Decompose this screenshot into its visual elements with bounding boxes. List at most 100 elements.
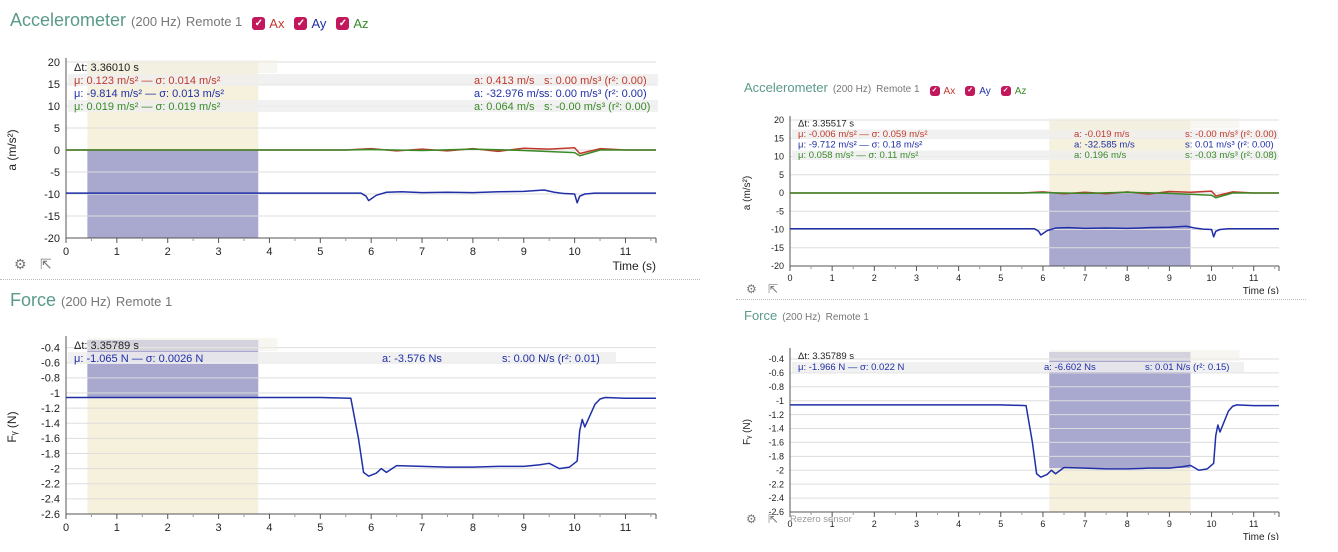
y-tick-label: 10: [48, 101, 60, 113]
check-icon: ✓: [965, 86, 976, 96]
y-tick-label: -2.4: [41, 494, 60, 506]
left-accel-sample-rate: (200 Hz): [131, 14, 181, 29]
left-panel: Accelerometer (200 Hz) Remote 1 ✓ Ax ✓ Ay ✓ Az 20…: [0, 10, 700, 534]
x-tick-label: 3: [216, 522, 222, 534]
stat-area: a: 0.196 m/s: [1074, 150, 1127, 161]
gear-icon[interactable]: ⚙: [746, 512, 757, 526]
delta-t-readout: Δt: 3.35517 s: [798, 119, 854, 130]
delta-t-readout: Δt: 3.36010 s: [74, 62, 139, 74]
external-link-icon[interactable]: ⇱: [768, 282, 779, 296]
x-tick-label: 7: [1083, 273, 1088, 283]
x-tick-label: 10: [1207, 519, 1217, 529]
y-tick-label: 15: [774, 133, 784, 143]
right-force-sensor-title: Force: [744, 308, 778, 323]
x-tick-label: 7: [1083, 519, 1088, 529]
left-accel-sensor-header: Accelerometer (200 Hz) Remote 1 ✓ Ax ✓ Ay ✓ Az: [10, 10, 369, 31]
x-tick-label: 6: [1040, 273, 1045, 283]
check-icon: ✓: [336, 17, 350, 30]
x-tick-label: 11: [1249, 273, 1258, 283]
x-tick-label: 8: [470, 522, 476, 534]
stat-slope: s: 0.01 m/s³ (r²: 0.00): [1185, 140, 1274, 151]
x-tick-label: 4: [956, 273, 961, 283]
check-icon: ✓: [1000, 86, 1011, 96]
right-accel-checkbox-ax[interactable]: ✓ Ax: [929, 85, 956, 97]
x-tick-label: 2: [165, 522, 171, 534]
stat-slope: s: -0.00 m/s³ (r²: 0.00): [544, 101, 650, 113]
selection-band-lower[interactable]: [87, 397, 259, 514]
left-accel-checkbox-label: Az: [353, 16, 369, 31]
y-tick-label: -2.6: [41, 509, 60, 521]
right-force-remote-label: Remote 1: [825, 312, 869, 323]
right-accel-checkbox-az[interactable]: ✓ Az: [1000, 86, 1026, 97]
stat-area: a: -6.602 Ns: [1044, 362, 1096, 373]
stat-mean-sigma: μ: -0.006 m/s² — σ: 0.059 m/s²: [798, 129, 928, 140]
left-accel-checkbox-ax[interactable]: ✓ Ax: [252, 16, 284, 31]
x-tick-label: 11: [620, 522, 631, 534]
y-axis-label: a (m/s²): [742, 176, 753, 210]
rezero-sensor-button[interactable]: Rezero sensor: [790, 514, 852, 525]
x-tick-label: 1: [830, 519, 835, 529]
right-accel-checkbox-label: Ax: [943, 85, 956, 97]
x-tick-label: 9: [1167, 519, 1172, 529]
y-tick-label: -20: [771, 261, 784, 271]
x-tick-label: 0: [787, 273, 792, 283]
y-tick-label: -15: [771, 243, 784, 253]
stat-area: a: -32.585 m/s: [1074, 140, 1135, 151]
series-line-az: [66, 148, 656, 157]
x-tick-label: 9: [521, 522, 527, 534]
series-line-ay: [66, 189, 656, 204]
x-tick-label: 1: [114, 246, 120, 258]
x-tick-label: 10: [568, 522, 580, 534]
dt-backdrop: [87, 338, 278, 351]
right-accel-checkbox-label: Ay: [979, 85, 991, 97]
x-axis-label: Time (s): [1243, 286, 1279, 294]
selection-band-lower[interactable]: [1049, 468, 1191, 512]
x-tick-label: 2: [872, 519, 877, 529]
x-tick-label: 8: [1125, 519, 1130, 529]
external-link-icon[interactable]: ⇱: [768, 512, 779, 526]
dt-backdrop: [1049, 350, 1240, 361]
stat-mean-sigma: μ: -1.065 N — σ: 0.0026 N: [74, 353, 203, 365]
stat-area: a: -3.576 Ns: [382, 353, 442, 365]
stat-mean-sigma: μ: -1.966 N — σ: 0.022 N: [798, 362, 905, 373]
y-tick-label: 0: [54, 145, 60, 157]
left-force-chart: -0.4 -0.6 -0.8 -1 -1.2 -1.4 -1.6 -1.8 -2 -2.2 -2.4…: [5, 336, 657, 534]
y-tick-label: -5: [776, 206, 784, 216]
x-tick-label: 6: [1040, 519, 1045, 529]
gear-icon[interactable]: ⚙: [14, 256, 27, 272]
x-tick-label: 11: [620, 246, 631, 258]
stat-area: a: -0.019 m/s: [1074, 129, 1130, 140]
series-line-fᵧ: [790, 404, 1279, 478]
check-icon: ✓: [294, 17, 308, 30]
stat-row-backdrop: [68, 352, 616, 364]
stat-slope: s: 0.00 m/s³ (r²: 0.00): [544, 88, 647, 100]
left-force-sensor-title: Force: [10, 290, 57, 310]
gear-icon[interactable]: ⚙: [746, 282, 757, 296]
x-tick-label: 11: [1249, 519, 1258, 529]
stat-row-backdrop: [68, 100, 658, 112]
section-divider: [0, 279, 700, 280]
left-accel-checkbox-ay[interactable]: ✓ Ay: [294, 16, 326, 31]
y-tick-label: 15: [48, 79, 60, 91]
x-tick-label: 10: [1207, 273, 1217, 283]
stat-mean-sigma: μ: 0.123 m/s² — σ: 0.014 m/s²: [74, 75, 221, 87]
y-axis-label: Fᵧ (N): [5, 411, 19, 442]
y-axis-label: Fᵧ (N): [742, 419, 753, 445]
check-icon: ✓: [252, 17, 266, 30]
y-tick-label: 20: [48, 57, 60, 69]
y-tick-label: -2.4: [768, 493, 784, 503]
stat-row-backdrop: [792, 129, 1278, 139]
delta-t-readout: Δt: 3.35789 s: [798, 351, 854, 362]
right-accel-remote-label: Remote 1: [876, 84, 920, 95]
external-link-icon[interactable]: ⇱: [40, 256, 52, 272]
left-accel-checkbox-label: Ax: [269, 16, 285, 31]
right-accel-checkbox-ay[interactable]: ✓ Ay: [965, 86, 991, 97]
x-tick-label: 4: [266, 246, 272, 258]
stat-row-backdrop: [792, 150, 1278, 160]
left-accel-checkbox-az[interactable]: ✓ Az: [336, 16, 369, 31]
right-accel-sensor-title: Accelerometer: [744, 80, 828, 95]
x-tick-label: 0: [63, 522, 69, 534]
section-divider: [736, 299, 1306, 300]
